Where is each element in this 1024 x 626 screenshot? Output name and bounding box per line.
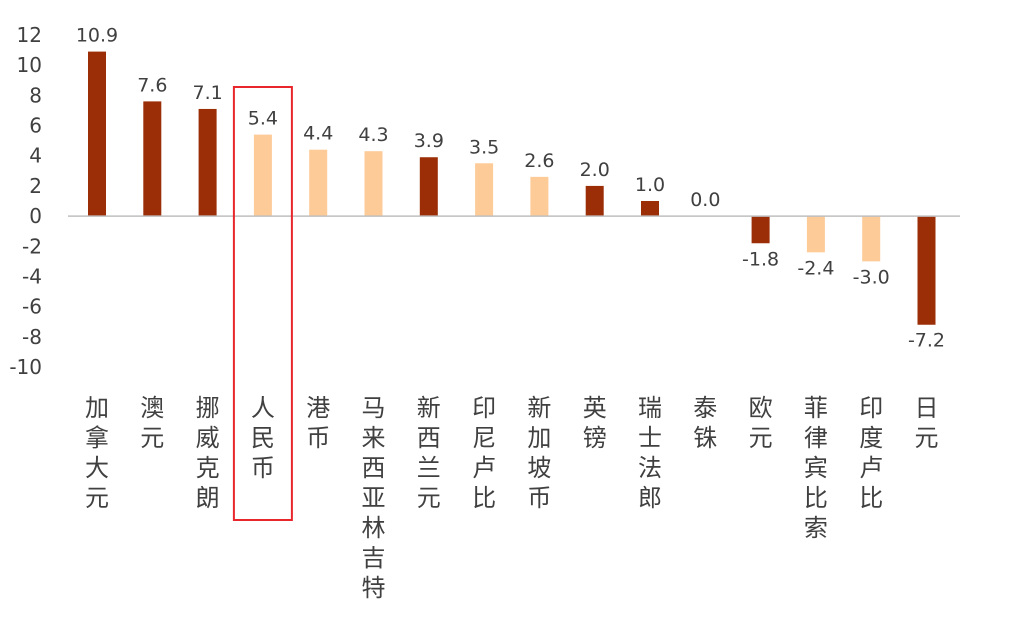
data-label: 2.0 [580,159,610,181]
category-label: 英镑 [583,394,607,452]
bar [364,151,383,217]
category-label: 新加坡币 [527,394,551,512]
bar [88,51,106,217]
data-label: 3.5 [469,136,499,158]
category-label: 新西兰元 [417,394,441,512]
bar [198,108,217,217]
data-label: -3.0 [853,266,890,288]
y-tick-label: -6 [22,295,42,319]
y-tick-label: 6 [29,114,42,138]
category-label: 挪威克朗 [196,394,220,512]
data-label: 4.3 [358,124,388,146]
bar [751,216,770,244]
bar [475,163,494,217]
data-label: 4.4 [303,123,333,145]
category-label: 欧元 [749,394,773,452]
category-label: 马来西亚林吉特 [362,394,386,602]
category-label: 加拿大元 [85,394,109,512]
data-labels: 10.9 7.6 7.1 5.4 4.4 4.3 3.9 3.5 2.6 2.0 1.0 0.0 -1.… [76,25,945,352]
data-label: 7.1 [192,82,222,104]
data-label: 2.6 [524,150,554,172]
y-axis-ticks: 12 10 8 6 4 2 0 -2 -4 -6 -8 -10 [9,23,42,379]
category-label: 港币 [306,394,330,452]
category-label: 印度卢比 [859,394,883,512]
category-labels: 加拿大元 澳元 挪威克朗 人民币 港币 马来西亚林吉特 新西兰元 印尼卢比 新加坡币 英镑 瑞士法郎… [85,394,939,602]
y-tick-label: 4 [29,144,42,168]
y-tick-label: 10 [17,53,42,77]
bar [862,216,881,262]
y-tick-label: -10 [9,355,42,379]
bar [530,176,549,217]
category-label: 菲律宾比索 [804,394,828,542]
bar [641,201,659,217]
y-tick-label: -2 [22,234,42,258]
bar [309,149,328,217]
data-label: -2.4 [797,257,834,279]
data-label: -1.8 [742,248,779,270]
category-label: 瑞士法郎 [638,394,662,512]
data-label: 1.0 [635,174,665,196]
bar [253,134,272,217]
bar [585,185,604,217]
bar [917,216,936,325]
y-tick-label: 2 [29,174,42,198]
bar [143,101,162,217]
category-label: 印尼卢比 [472,394,496,512]
category-label: 人民币 [251,394,275,482]
y-tick-label: 0 [29,204,42,228]
data-label: -7.2 [908,330,945,352]
category-label: 泰铢 [693,394,717,452]
category-label: 澳元 [140,394,164,452]
data-label: 5.4 [248,108,278,130]
bar [806,216,825,253]
highlight-box [232,86,293,521]
bar [419,157,438,217]
y-tick-label: -8 [22,325,42,349]
category-label: 日元 [915,394,939,452]
data-label: 0.0 [690,189,720,211]
y-tick-label: -4 [22,264,42,288]
y-tick-label: 8 [29,83,42,107]
bars [88,51,936,325]
data-label: 7.6 [137,74,167,96]
data-label: 10.9 [76,25,118,47]
y-tick-label: 12 [17,23,42,47]
data-label: 3.9 [414,130,444,152]
